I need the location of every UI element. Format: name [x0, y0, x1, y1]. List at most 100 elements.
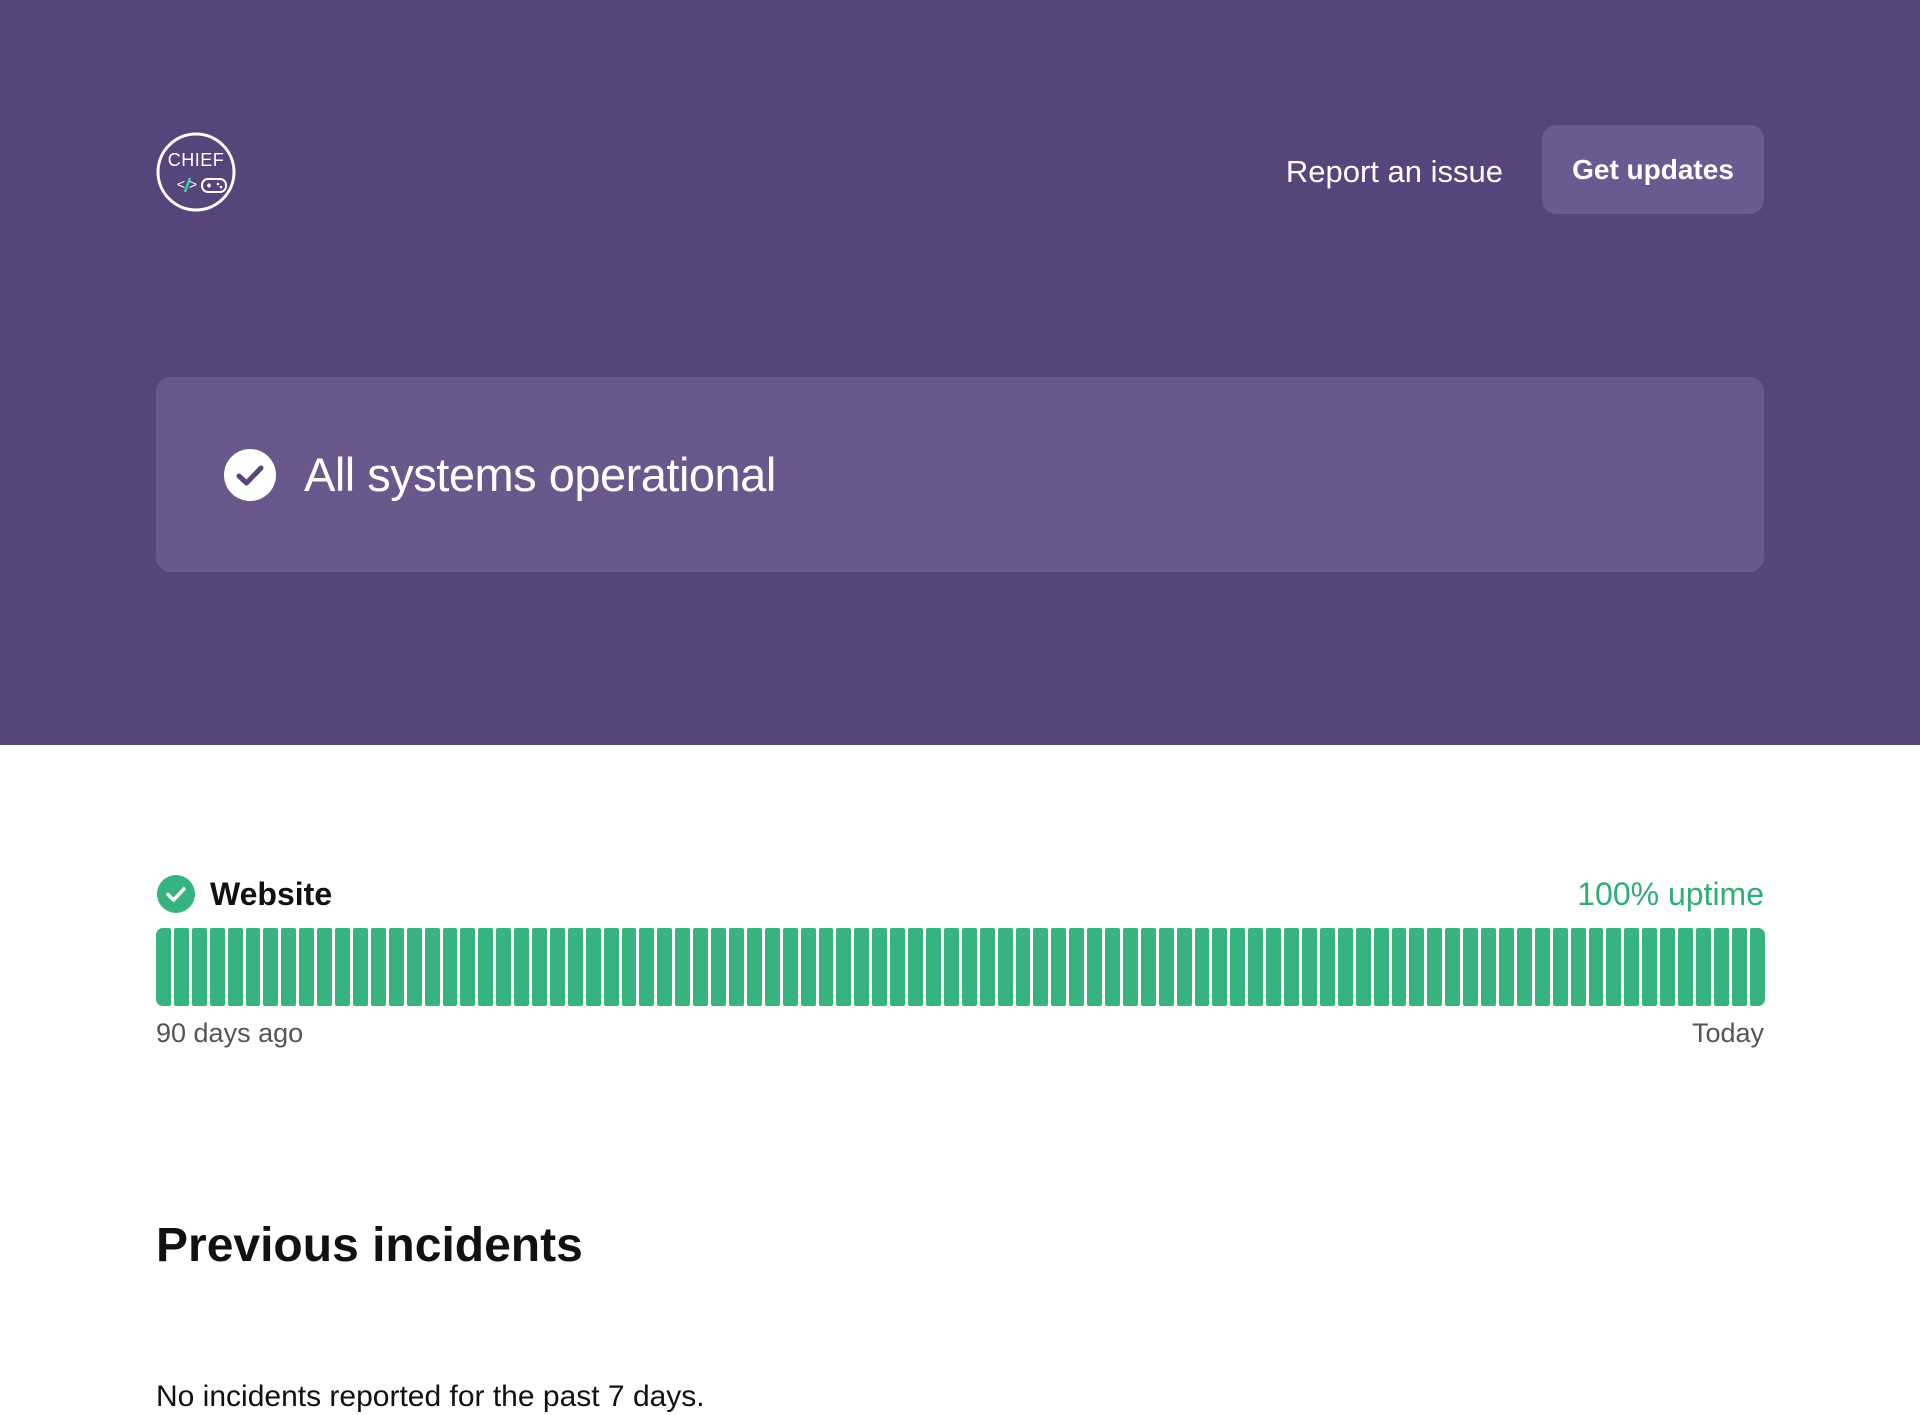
uptime-day-bar[interactable]: [1713, 928, 1729, 1006]
uptime-day-bar[interactable]: [424, 928, 440, 1006]
uptime-day-bar[interactable]: [693, 928, 709, 1006]
uptime-day-bar[interactable]: [800, 928, 816, 1006]
uptime-day-bar[interactable]: [997, 928, 1013, 1006]
uptime-day-bar[interactable]: [549, 928, 565, 1006]
uptime-day-bar[interactable]: [1731, 928, 1747, 1006]
uptime-day-bar[interactable]: [729, 928, 744, 1006]
uptime-day-bar[interactable]: [227, 928, 243, 1006]
report-issue-link[interactable]: Report an issue: [1285, 154, 1503, 189]
uptime-day-bar[interactable]: [925, 928, 941, 1006]
no-incidents-message: No incidents reported for the past 7 day…: [156, 1380, 705, 1413]
uptime-day-bar[interactable]: [1355, 928, 1371, 1006]
uptime-day-bar[interactable]: [1176, 928, 1192, 1006]
previous-incidents-heading: Previous incidents: [156, 1219, 583, 1272]
uptime-day-bar[interactable]: [979, 928, 995, 1006]
uptime-day-bar[interactable]: [1302, 928, 1317, 1006]
uptime-day-bar[interactable]: [442, 928, 458, 1006]
uptime-day-bar[interactable]: [1051, 928, 1067, 1006]
range-end-label: Today: [1691, 1018, 1764, 1048]
uptime-day-bar[interactable]: [1427, 928, 1443, 1006]
uptime-bar-chart: [156, 928, 1765, 1006]
uptime-day-bar[interactable]: [299, 928, 315, 1006]
uptime-day-bar[interactable]: [1122, 928, 1138, 1006]
uptime-day-bar[interactable]: [263, 928, 279, 1006]
uptime-day-bar[interactable]: [567, 928, 583, 1006]
uptime-day-bar[interactable]: [854, 928, 870, 1006]
component-website: Website 100% uptime 90 days ago Today: [156, 870, 1765, 1049]
uptime-day-bar[interactable]: [1373, 928, 1389, 1006]
uptime-day-bar[interactable]: [1516, 928, 1532, 1006]
uptime-day-bar[interactable]: [1319, 928, 1335, 1006]
uptime-day-bar[interactable]: [1660, 928, 1676, 1006]
uptime-day-bar[interactable]: [317, 928, 333, 1006]
uptime-day-bar[interactable]: [1105, 928, 1120, 1006]
uptime-day-bar[interactable]: [1642, 928, 1658, 1006]
uptime-day-bar[interactable]: [1498, 928, 1514, 1006]
uptime-day-bar[interactable]: [1212, 928, 1228, 1006]
uptime-day-bar[interactable]: [156, 928, 171, 1006]
uptime-day-bar[interactable]: [191, 928, 207, 1006]
uptime-day-bar[interactable]: [406, 928, 422, 1006]
uptime-day-bar[interactable]: [1678, 928, 1693, 1006]
uptime-day-bar[interactable]: [908, 928, 923, 1006]
uptime-day-bar[interactable]: [209, 928, 225, 1006]
uptime-day-bar[interactable]: [818, 928, 834, 1006]
uptime-day-bar[interactable]: [514, 928, 530, 1006]
uptime-day-bar[interactable]: [388, 928, 404, 1006]
uptime-day-bar[interactable]: [1158, 928, 1174, 1006]
uptime-day-bar[interactable]: [872, 928, 888, 1006]
uptime-day-bar[interactable]: [281, 928, 297, 1006]
uptime-day-bar[interactable]: [1695, 928, 1711, 1006]
uptime-day-bar[interactable]: [1534, 928, 1550, 1006]
uptime-day-bar[interactable]: [245, 928, 261, 1006]
uptime-day-bar[interactable]: [585, 928, 601, 1006]
uptime-day-bar[interactable]: [764, 928, 780, 1006]
uptime-day-bar[interactable]: [1033, 928, 1049, 1006]
uptime-day-bar[interactable]: [1749, 928, 1765, 1006]
uptime-day-bar[interactable]: [1552, 928, 1568, 1006]
uptime-day-bar[interactable]: [173, 928, 189, 1006]
component-header: Website 100% uptime: [156, 870, 1764, 918]
uptime-day-bar[interactable]: [603, 928, 619, 1006]
uptime-day-bar[interactable]: [782, 928, 798, 1006]
uptime-day-bar[interactable]: [621, 928, 637, 1006]
uptime-day-bar[interactable]: [890, 928, 906, 1006]
uptime-day-bar[interactable]: [335, 928, 350, 1006]
uptime-day-bar[interactable]: [1284, 928, 1299, 1006]
uptime-day-bar[interactable]: [1015, 928, 1031, 1006]
uptime-day-bar[interactable]: [1230, 928, 1246, 1006]
uptime-day-bar[interactable]: [1194, 928, 1210, 1006]
uptime-day-bar[interactable]: [836, 928, 852, 1006]
uptime-day-bar[interactable]: [1606, 928, 1622, 1006]
get-updates-button[interactable]: Get updates: [1542, 125, 1764, 214]
uptime-day-bar[interactable]: [1087, 928, 1103, 1006]
uptime-day-bar[interactable]: [961, 928, 977, 1006]
uptime-day-bar[interactable]: [1391, 928, 1407, 1006]
uptime-day-bar[interactable]: [1624, 928, 1640, 1006]
uptime-day-bar[interactable]: [1140, 928, 1156, 1006]
uptime-day-bar[interactable]: [1409, 928, 1425, 1006]
uptime-day-bar[interactable]: [1588, 928, 1604, 1006]
uptime-day-bar[interactable]: [1463, 928, 1479, 1006]
uptime-day-bar[interactable]: [675, 928, 691, 1006]
uptime-day-bar[interactable]: [639, 928, 655, 1006]
uptime-day-bar[interactable]: [496, 928, 512, 1006]
overall-status-title: All systems operational: [304, 448, 776, 501]
uptime-day-bar[interactable]: [1337, 928, 1353, 1006]
uptime-day-bar[interactable]: [532, 928, 547, 1006]
uptime-day-bar[interactable]: [1445, 928, 1461, 1006]
uptime-day-bar[interactable]: [1266, 928, 1282, 1006]
uptime-day-bar[interactable]: [352, 928, 368, 1006]
uptime-day-bar[interactable]: [370, 928, 386, 1006]
uptime-day-bar[interactable]: [460, 928, 476, 1006]
uptime-day-bar[interactable]: [746, 928, 762, 1006]
uptime-day-bar[interactable]: [1481, 928, 1496, 1006]
uptime-day-bar[interactable]: [943, 928, 959, 1006]
brand-logo[interactable]: CHIEF < >: [156, 132, 236, 212]
uptime-day-bar[interactable]: [1248, 928, 1264, 1006]
uptime-day-bar[interactable]: [1570, 928, 1586, 1006]
uptime-day-bar[interactable]: [711, 928, 726, 1006]
uptime-day-bar[interactable]: [1069, 928, 1085, 1006]
uptime-day-bar[interactable]: [657, 928, 673, 1006]
uptime-day-bar[interactable]: [478, 928, 494, 1006]
